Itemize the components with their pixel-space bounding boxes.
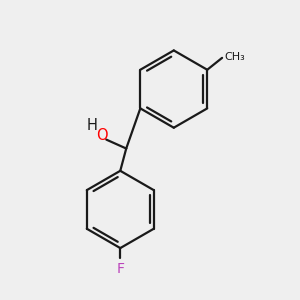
Text: O: O — [96, 128, 108, 143]
Text: F: F — [116, 262, 124, 276]
Text: CH₃: CH₃ — [224, 52, 245, 62]
Text: H: H — [87, 118, 98, 133]
